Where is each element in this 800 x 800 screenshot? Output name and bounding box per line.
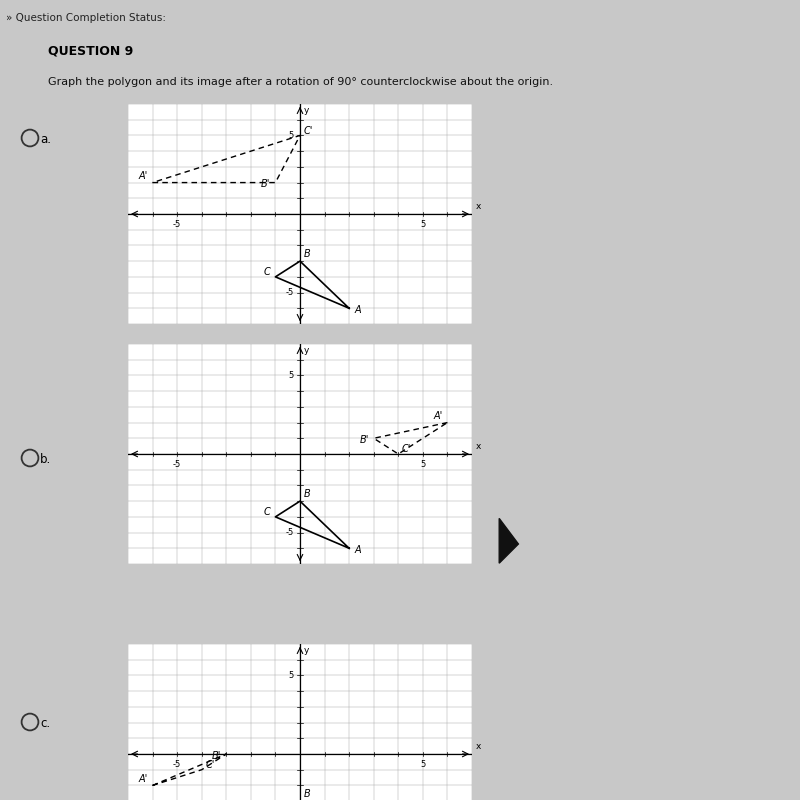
Text: B: B bbox=[304, 790, 310, 799]
Text: 5: 5 bbox=[420, 760, 426, 770]
Text: A': A' bbox=[138, 774, 148, 784]
Text: A: A bbox=[354, 305, 361, 315]
Text: x: x bbox=[476, 442, 481, 451]
Polygon shape bbox=[499, 518, 518, 563]
Text: QUESTION 9: QUESTION 9 bbox=[48, 44, 134, 57]
Text: B': B' bbox=[359, 435, 369, 445]
Text: C: C bbox=[264, 267, 270, 278]
Text: b.: b. bbox=[40, 453, 51, 466]
Text: 5: 5 bbox=[289, 131, 294, 140]
Text: -5: -5 bbox=[173, 460, 182, 470]
Text: B': B' bbox=[261, 179, 270, 190]
Text: x: x bbox=[476, 202, 481, 211]
Text: y: y bbox=[304, 646, 309, 654]
Text: A': A' bbox=[138, 171, 148, 182]
Text: B: B bbox=[304, 250, 310, 259]
Text: C: C bbox=[264, 507, 270, 518]
Text: a.: a. bbox=[40, 133, 51, 146]
Text: A': A' bbox=[434, 411, 442, 422]
Text: c.: c. bbox=[40, 717, 50, 730]
Text: x: x bbox=[476, 742, 481, 751]
Text: B: B bbox=[304, 490, 310, 499]
Text: » Question Completion Status:: » Question Completion Status: bbox=[6, 13, 166, 23]
Text: B': B' bbox=[212, 750, 222, 761]
Text: A: A bbox=[354, 545, 361, 555]
Text: 5: 5 bbox=[289, 371, 294, 380]
Text: 5: 5 bbox=[420, 220, 426, 230]
Text: C': C' bbox=[304, 126, 313, 136]
Text: -5: -5 bbox=[286, 528, 294, 537]
Text: -5: -5 bbox=[286, 288, 294, 297]
Text: y: y bbox=[304, 106, 309, 114]
Text: y: y bbox=[304, 346, 309, 354]
Text: Graph the polygon and its image after a rotation of 90° counterclockwise about t: Graph the polygon and its image after a … bbox=[48, 78, 553, 87]
Text: C': C' bbox=[206, 760, 214, 770]
Text: 5: 5 bbox=[289, 671, 294, 680]
Text: -5: -5 bbox=[173, 760, 182, 770]
Text: 5: 5 bbox=[420, 460, 426, 470]
Text: -5: -5 bbox=[173, 220, 182, 230]
Text: C': C' bbox=[402, 445, 411, 454]
